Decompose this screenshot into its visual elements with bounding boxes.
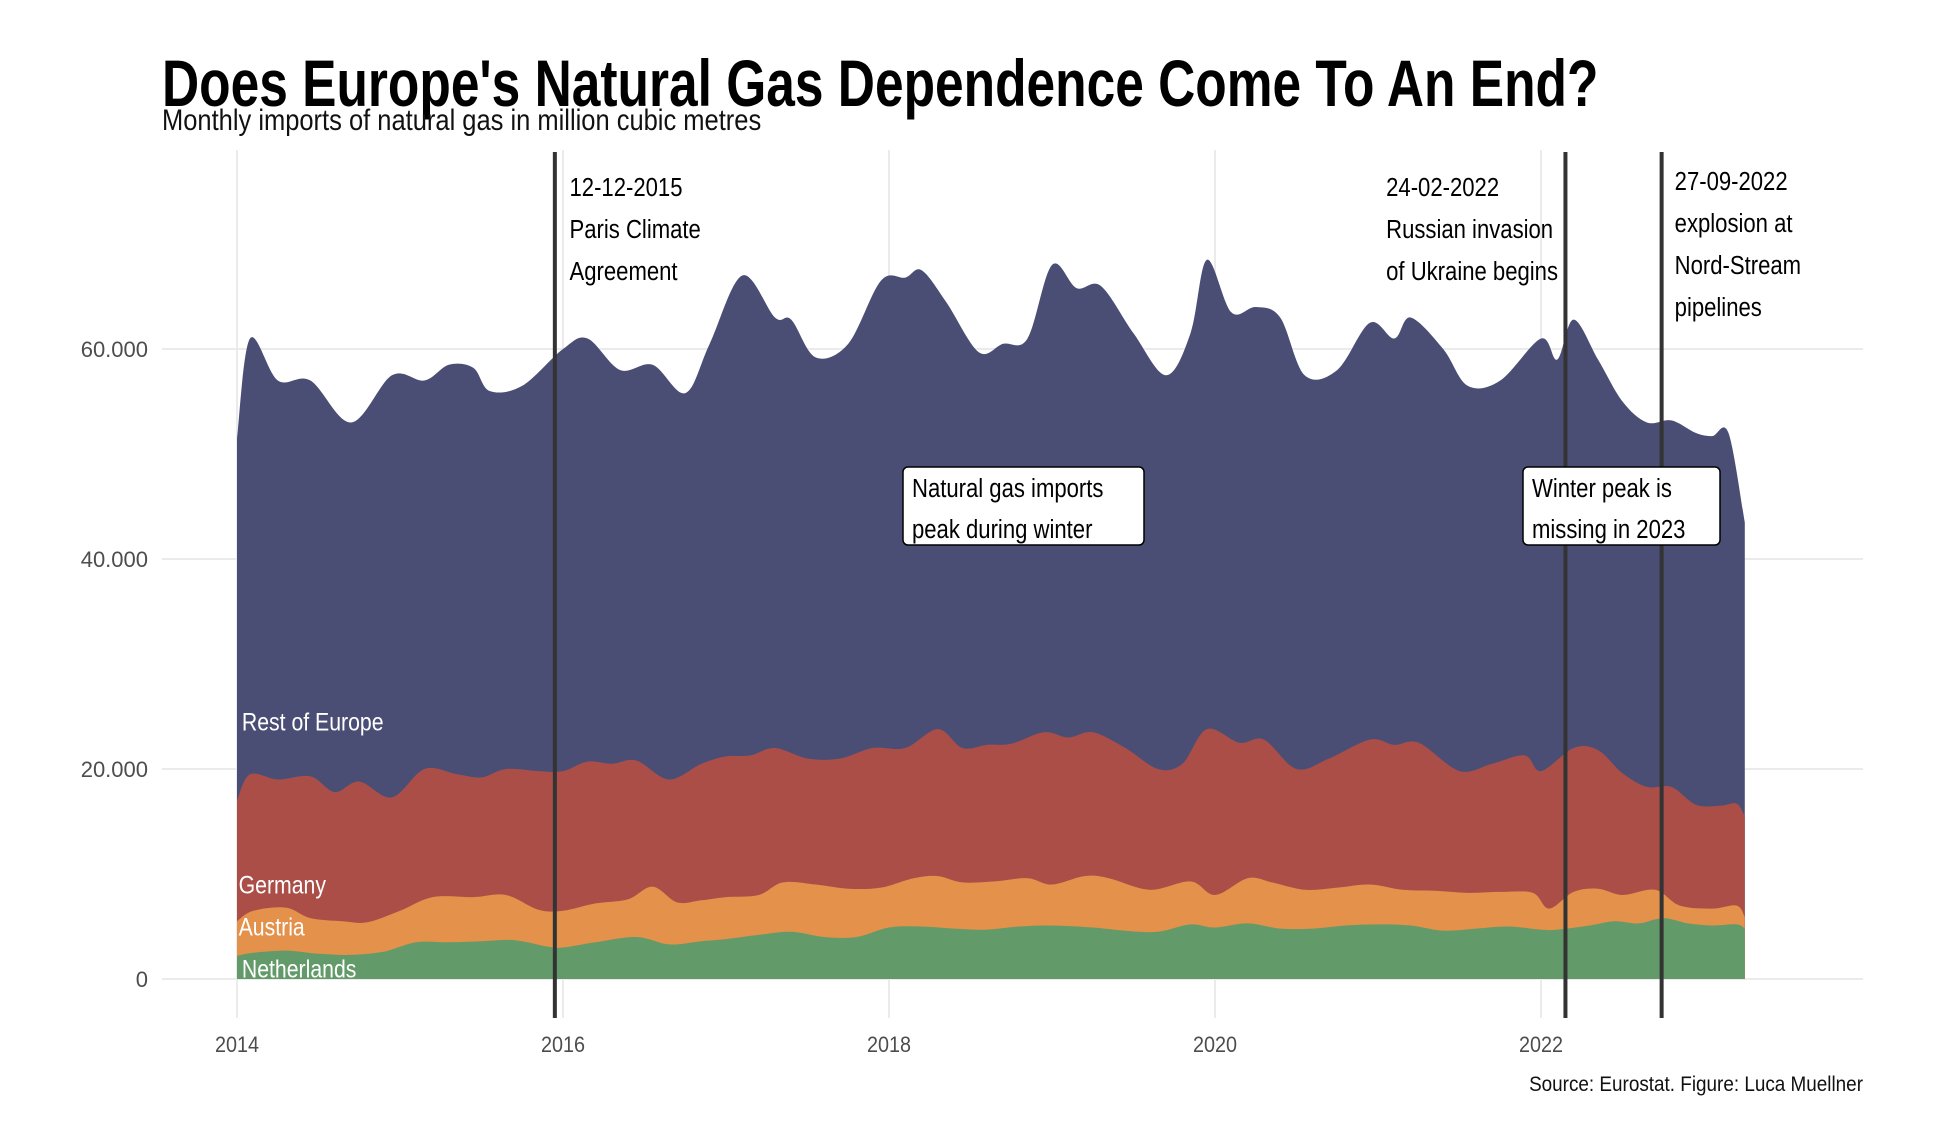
annotations: Natural gas imports peak during winter Win… — [902, 466, 1721, 546]
annotation-text: Winter peak is — [1532, 474, 1672, 503]
x-tick-label: 2020 — [1193, 1033, 1237, 1057]
x-tick-label: 2018 — [867, 1033, 911, 1057]
series-label-germany: Germany — [239, 871, 327, 899]
x-tick-label: 2014 — [215, 1033, 259, 1057]
y-tick-label: 20.000 — [81, 757, 148, 782]
event-label-line: 24-02-2022 — [1386, 173, 1499, 202]
annotation-box — [902, 466, 1145, 546]
series-labels: Rest of Europe Germany Austria Netherlands — [239, 708, 384, 983]
annotation-box — [1522, 466, 1721, 546]
event-label-line: Russian invasion — [1386, 215, 1553, 244]
chart-title: Does Europe's Natural Gas Dependence Com… — [162, 46, 1598, 121]
stacked-areas — [237, 259, 1745, 980]
event-label-line: 27-09-2022 — [1675, 167, 1788, 196]
event-label-line: Paris Climate — [570, 215, 701, 244]
event-label-line: pipelines — [1675, 293, 1762, 322]
axis-ticks: 0 20.000 40.000 60.000 2014 2016 2018 2020 2022 — [81, 337, 1563, 1057]
y-tick-label: 40.000 — [81, 547, 148, 572]
chart-caption: Source: Eurostat. Figure: Luca Muellner — [1529, 1073, 1863, 1096]
annotation-text: missing in 2023 — [1532, 515, 1685, 544]
area-netherlands — [237, 918, 1745, 979]
series-label-austria: Austria — [239, 913, 305, 941]
event-label-line: Agreement — [570, 257, 678, 286]
event-label-line: 12-12-2015 — [570, 173, 683, 202]
x-tick-label: 2016 — [541, 1033, 585, 1057]
chart-subtitle: Monthly imports of natural gas in millio… — [162, 103, 761, 136]
y-tick-label: 60.000 — [81, 337, 148, 362]
series-label-netherlands: Netherlands — [242, 955, 357, 983]
annotation-text: Natural gas imports — [912, 474, 1103, 503]
event-label-line: of Ukraine begins — [1386, 257, 1558, 286]
event-label-line: explosion at — [1675, 209, 1793, 238]
event-label-line: Nord-Stream — [1675, 251, 1801, 280]
series-label-rest-of-europe: Rest of Europe — [242, 708, 384, 736]
y-tick-label: 0 — [136, 967, 148, 992]
x-tick-label: 2022 — [1519, 1033, 1563, 1057]
annotation-text: peak during winter — [912, 515, 1092, 544]
event-markers: 12-12-2015 Paris Climate Agreement 24-02-20… — [552, 152, 1801, 1018]
